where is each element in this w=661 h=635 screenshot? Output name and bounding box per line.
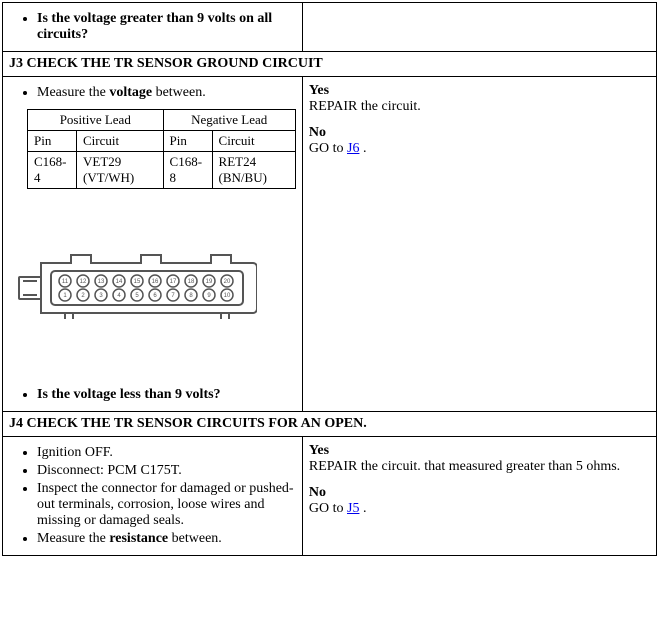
j4-step4-bold: resistance <box>109 531 168 546</box>
pos-circuit-header: Circuit <box>76 131 163 152</box>
j4-step4: Measure the resistance between. <box>37 531 296 547</box>
j4-no-block: No GO to J5 . <box>309 485 650 517</box>
svg-text:13: 13 <box>98 279 105 285</box>
j4-no-action: GO to J5 . <box>309 501 650 517</box>
neg-circuit-header: Circuit <box>212 131 295 152</box>
j3-question: Is the voltage less than 9 volts? <box>37 387 296 403</box>
svg-text:19: 19 <box>206 279 213 285</box>
j3-yes-action: REPAIR the circuit. <box>309 99 650 115</box>
j3-yes-label: Yes <box>309 83 650 99</box>
neg-pin-header: Pin <box>163 131 212 152</box>
j3-no-suffix: . <box>359 141 366 156</box>
j3-no-label: No <box>309 125 650 141</box>
svg-text:11: 11 <box>62 279 69 285</box>
j3-no-link[interactable]: J6 <box>347 141 359 156</box>
pos-pin-value: C168-4 <box>28 152 77 189</box>
pos-pin-header: Pin <box>28 131 77 152</box>
j4-yes-block: Yes REPAIR the circuit. that measured gr… <box>309 443 650 475</box>
row1-left: Is the voltage greater than 9 volts on a… <box>3 3 303 52</box>
j3-instruction: Measure the voltage between. <box>37 85 296 101</box>
j4-step3: Inspect the connector for damaged or pus… <box>37 481 296 529</box>
j3-instr-bold: voltage <box>109 85 152 100</box>
j4-step1: Ignition OFF. <box>37 445 296 461</box>
positive-lead-header: Positive Lead <box>28 110 164 131</box>
j4-no-link[interactable]: J5 <box>347 501 359 516</box>
j3-yes-block: Yes REPAIR the circuit. <box>309 83 650 115</box>
svg-text:14: 14 <box>116 279 123 285</box>
svg-text:16: 16 <box>152 279 159 285</box>
j4-left: Ignition OFF. Disconnect: PCM C175T. Ins… <box>3 437 303 556</box>
lead-table: Positive Lead Negative Lead Pin Circuit … <box>27 109 296 189</box>
j3-left: Measure the voltage between. Positive Le… <box>3 77 303 412</box>
j4-no-suffix: . <box>359 501 366 516</box>
j4-no-label: No <box>309 485 650 501</box>
j4-heading: J4 CHECK THE TR SENSOR CIRCUITS FOR AN O… <box>3 412 657 437</box>
j4-step2: Disconnect: PCM C175T. <box>37 463 296 479</box>
row1-question: Is the voltage greater than 9 volts on a… <box>37 11 296 43</box>
j4-step4-suffix: between. <box>168 531 222 546</box>
j3-instr-prefix: Measure the <box>37 85 109 100</box>
j4-no-prefix: GO to <box>309 501 347 516</box>
diagnostic-table: Is the voltage greater than 9 volts on a… <box>2 2 657 556</box>
connector-illustration: 11121314151617181920 12345678910 <box>17 249 296 327</box>
neg-circuit-value: RET24 (BN/BU) <box>212 152 295 189</box>
svg-text:20: 20 <box>224 279 231 285</box>
svg-text:10: 10 <box>224 293 231 299</box>
j4-right: Yes REPAIR the circuit. that measured gr… <box>302 437 656 556</box>
j4-yes-action: REPAIR the circuit. that measured greate… <box>309 459 650 475</box>
connector-svg: 11121314151617181920 12345678910 <box>17 249 257 327</box>
j4-step4-prefix: Measure the <box>37 531 109 546</box>
j3-right: Yes REPAIR the circuit. No GO to J6 . <box>302 77 656 412</box>
j4-yes-label: Yes <box>309 443 650 459</box>
j3-no-action: GO to J6 . <box>309 141 650 157</box>
row1-right <box>302 3 656 52</box>
svg-text:17: 17 <box>170 279 177 285</box>
neg-pin-value: C168-8 <box>163 152 212 189</box>
j3-instr-suffix: between. <box>152 85 206 100</box>
svg-text:18: 18 <box>188 279 195 285</box>
pos-circuit-value: VET29 (VT/WH) <box>76 152 163 189</box>
svg-text:12: 12 <box>80 279 87 285</box>
j3-no-block: No GO to J6 . <box>309 125 650 157</box>
j3-no-prefix: GO to <box>309 141 347 156</box>
svg-text:15: 15 <box>134 279 141 285</box>
negative-lead-header: Negative Lead <box>163 110 295 131</box>
j3-heading: J3 CHECK THE TR SENSOR GROUND CIRCUIT <box>3 52 657 77</box>
